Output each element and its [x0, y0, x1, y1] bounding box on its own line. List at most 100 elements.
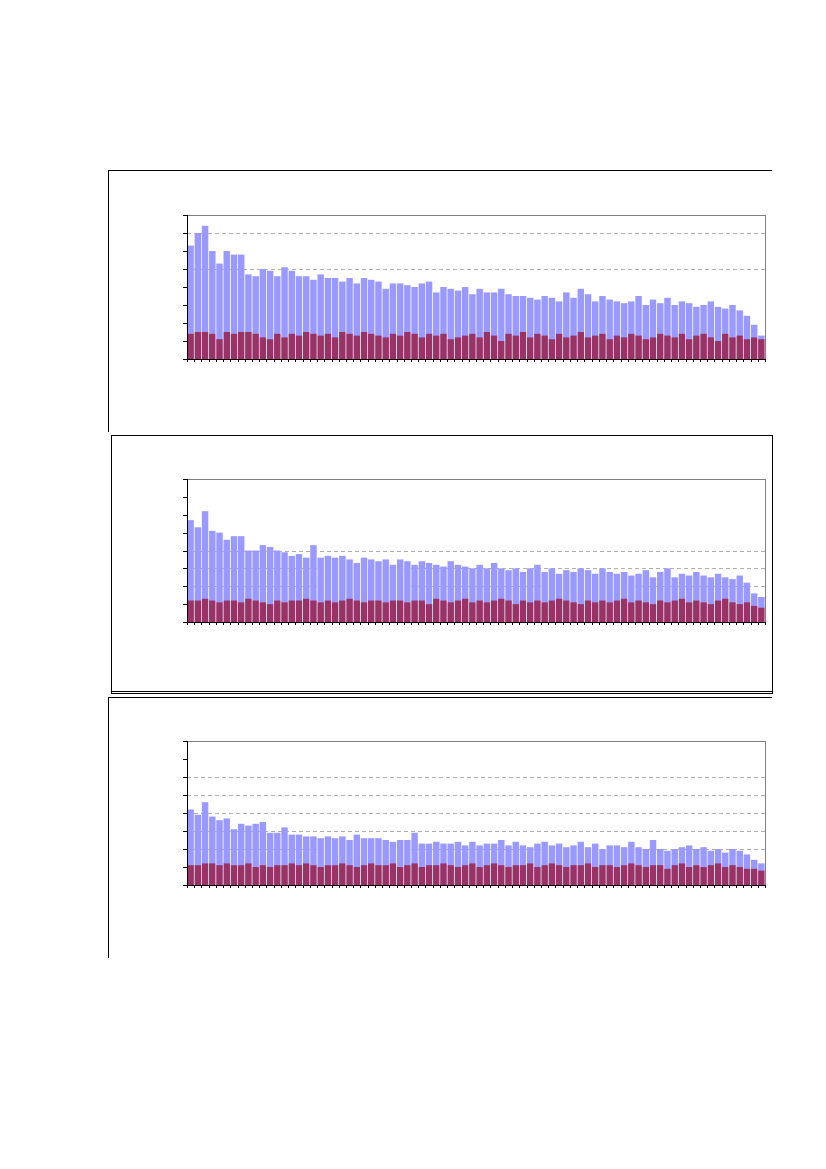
bar — [259, 337, 267, 359]
bar — [411, 832, 418, 885]
bar — [461, 566, 469, 622]
bar — [490, 292, 498, 359]
bar — [274, 333, 281, 359]
bar — [743, 602, 751, 622]
bar — [707, 577, 715, 622]
bar — [512, 568, 519, 622]
bar — [671, 865, 678, 885]
bar — [201, 332, 209, 359]
bar — [584, 294, 592, 359]
bar — [194, 527, 202, 622]
bar — [534, 600, 541, 622]
bar — [512, 604, 519, 622]
bar — [447, 561, 454, 622]
bar — [216, 602, 223, 622]
bar — [664, 568, 671, 622]
bar — [252, 276, 259, 359]
bar — [541, 571, 548, 622]
bar — [577, 865, 584, 885]
bar — [700, 867, 707, 885]
bar — [613, 335, 621, 359]
bar — [425, 865, 433, 885]
bar — [671, 577, 678, 622]
bar — [331, 838, 339, 885]
bar — [736, 310, 743, 359]
bar — [577, 841, 584, 885]
bar — [512, 335, 519, 359]
bar — [476, 288, 483, 359]
bar — [440, 600, 447, 622]
bar — [490, 563, 498, 622]
bar — [606, 602, 613, 622]
bar — [599, 568, 606, 622]
bar — [563, 337, 570, 359]
bar — [353, 335, 360, 359]
chart — [183, 479, 766, 625]
bar — [339, 281, 346, 359]
bar — [490, 600, 498, 622]
bar — [237, 332, 245, 359]
bar — [425, 604, 433, 622]
bar — [678, 598, 686, 622]
bar — [483, 865, 491, 885]
bar — [548, 600, 556, 622]
bar — [505, 867, 512, 885]
bar — [628, 301, 635, 359]
bar — [303, 276, 310, 359]
bar — [353, 563, 360, 622]
bar — [592, 335, 599, 359]
bar — [498, 865, 505, 885]
bar — [216, 865, 223, 885]
bar — [570, 335, 577, 359]
bar — [750, 337, 758, 359]
bar — [512, 865, 519, 885]
bar — [346, 278, 353, 359]
bar — [237, 602, 245, 622]
bar — [592, 843, 599, 885]
bar — [570, 297, 577, 359]
bar — [237, 865, 245, 885]
bar — [259, 269, 267, 359]
bar — [339, 863, 346, 885]
bar — [324, 600, 332, 622]
bar — [678, 333, 686, 359]
bar — [584, 570, 592, 622]
bar — [274, 832, 281, 885]
bar — [454, 564, 462, 622]
bar — [274, 865, 281, 885]
bar — [317, 602, 324, 622]
bar — [295, 865, 303, 885]
bar — [505, 600, 512, 622]
bar — [758, 607, 765, 622]
bar — [678, 573, 686, 622]
bar — [758, 339, 765, 359]
bar — [339, 555, 346, 622]
bar — [678, 863, 686, 885]
bar — [252, 550, 259, 622]
bar — [194, 332, 202, 359]
bar — [750, 605, 758, 622]
bar — [461, 598, 469, 622]
bar — [389, 600, 397, 622]
bar — [433, 841, 440, 885]
bar — [476, 867, 483, 885]
bar — [461, 865, 469, 885]
bar — [353, 867, 360, 885]
bar — [534, 843, 541, 885]
bar — [288, 834, 295, 885]
bar — [577, 288, 584, 359]
bar — [346, 559, 353, 622]
bar — [389, 564, 397, 622]
bar — [209, 251, 216, 359]
bar — [346, 333, 353, 359]
bar — [657, 571, 664, 622]
bar — [541, 865, 548, 885]
chart — [183, 741, 766, 888]
bar — [396, 335, 404, 359]
bar — [237, 536, 245, 622]
bar — [433, 865, 440, 885]
bar — [498, 288, 505, 359]
bar — [346, 840, 353, 885]
bar — [295, 276, 303, 359]
